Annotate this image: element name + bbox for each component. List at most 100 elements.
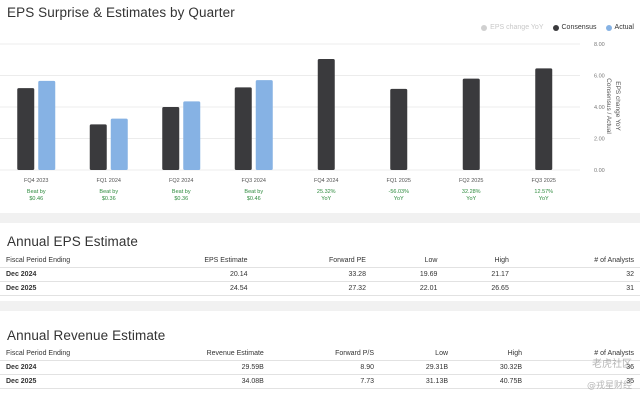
table-row: Dec 2025 24.54 27.32 22.01 26.65 31 <box>0 281 640 296</box>
consensus-bar <box>535 68 553 170</box>
eps-bar-chart: 8.00 6.00 4.00 2.00 0.00 EPS change YoYConsen… <box>0 42 621 202</box>
table-row: Dec 2025 34.08B 7.73 31.13B 40.75B 35 <box>0 374 640 389</box>
watermark-text: 老虎社区 <box>592 359 632 370</box>
table-cell: 27.32 <box>253 281 372 296</box>
legend-item-consensus[interactable]: Consensus <box>552 24 597 31</box>
eps-estimate-table: Fiscal Period Ending EPS Estimate Forwar… <box>0 255 640 296</box>
surprise-value-label: YoY <box>394 196 404 202</box>
table-header-row: Fiscal Period Ending EPS Estimate Forwar… <box>0 255 640 268</box>
consensus-bar <box>462 78 480 170</box>
table-cell: 21.17 <box>443 267 515 282</box>
col-header[interactable]: Low <box>380 348 455 361</box>
legend-dot-icon <box>481 24 488 31</box>
consensus-bar <box>317 58 335 170</box>
surprise-label: Beat by <box>27 189 46 195</box>
actual-bar <box>110 118 128 170</box>
table-cell: 30.32B <box>454 360 529 375</box>
col-header[interactable]: EPS Estimate <box>120 255 254 268</box>
eps-surprise-card: EPS Surprise & Estimates by Quarter EPS … <box>0 5 634 202</box>
actual-bar <box>255 80 273 170</box>
legend-dot-icon <box>605 24 612 31</box>
section-divider <box>0 301 640 311</box>
surprise-label: -56.03% <box>389 189 410 195</box>
surprise-label: 12.57% <box>534 189 553 195</box>
legend-label: Consensus <box>561 24 597 31</box>
col-header[interactable]: # of Analysts <box>514 255 640 268</box>
x-category-label: FQ4 2024 <box>314 178 338 184</box>
consensus-bar <box>89 124 107 170</box>
table-cell: 31 <box>514 281 640 296</box>
table-cell: 22.01 <box>371 281 444 296</box>
surprise-value-label: $0.46 <box>247 196 261 202</box>
col-header[interactable]: High <box>443 255 515 268</box>
surprise-value-label: $0.36 <box>102 196 116 202</box>
table-cell: 35 <box>528 374 640 389</box>
col-header[interactable]: High <box>454 348 529 361</box>
consensus-bar <box>17 88 35 170</box>
surprise-value-label: YoY <box>321 196 331 202</box>
table-cell: 29.31B <box>380 360 455 375</box>
consensus-bar <box>234 87 252 170</box>
annual-revenue-card: Annual Revenue Estimate Fiscal Period En… <box>0 311 640 401</box>
y-axis-title: EPS change YoYConsensus / Actual <box>605 78 621 134</box>
table-cell: 33.28 <box>253 267 372 282</box>
col-header[interactable]: # of Analysts <box>528 348 640 361</box>
table-cell: Dec 2024 <box>0 360 120 375</box>
legend-item-eps-change[interactable]: EPS change YoY <box>481 24 544 31</box>
table-row: Dec 2024 29.59B 8.90 29.31B 30.32B 36 <box>0 360 640 375</box>
col-header[interactable]: Fiscal Period Ending <box>0 348 120 361</box>
y-tick-label: 0.00 <box>594 168 605 174</box>
surprise-value-label: $0.36 <box>174 196 188 202</box>
x-category-label: FQ1 2024 <box>97 178 121 184</box>
table-cell: 34.08B <box>120 374 270 389</box>
eps-estimate-title: Annual EPS Estimate <box>7 234 138 249</box>
table-row: Dec 2024 20.14 33.28 19.69 21.17 32 <box>0 267 640 282</box>
x-category-label: FQ3 2024 <box>242 178 266 184</box>
surprise-label: 32.28% <box>462 189 481 195</box>
table-cell: Dec 2024 <box>0 267 120 282</box>
table-cell: 29.59B <box>120 360 270 375</box>
legend-dot-icon <box>552 24 559 31</box>
x-category-label: FQ4 2023 <box>24 178 48 184</box>
y-tick-label: 4.00 <box>594 105 605 111</box>
table-cell: 19.69 <box>371 267 444 282</box>
surprise-value-label: YoY <box>466 196 476 202</box>
legend-label: EPS change YoY <box>490 24 544 31</box>
col-header[interactable]: Forward P/S <box>269 348 381 361</box>
legend-item-actual[interactable]: Actual <box>605 24 634 31</box>
legend-label: Actual <box>614 24 634 31</box>
y-tick-label: 8.00 <box>594 42 605 48</box>
y-tick-label: 6.00 <box>594 74 605 80</box>
surprise-value-label: YoY <box>539 196 549 202</box>
surprise-label: Beat by <box>244 189 263 195</box>
surprise-label: Beat by <box>99 189 118 195</box>
consensus-bar <box>390 88 408 170</box>
x-category-label: FQ2 2024 <box>169 178 193 184</box>
table-cell: 36 <box>528 360 640 375</box>
table-cell: 31.13B <box>380 374 455 389</box>
surprise-label: 25.32% <box>317 189 336 195</box>
col-header[interactable]: Forward PE <box>253 255 372 268</box>
table-cell: 24.54 <box>120 281 254 296</box>
section-divider <box>0 213 640 223</box>
col-header[interactable]: Revenue Estimate <box>120 348 270 361</box>
revenue-estimate-title: Annual Revenue Estimate <box>7 328 166 343</box>
table-header-row: Fiscal Period Ending Revenue Estimate Fo… <box>0 348 640 361</box>
y-tick-label: 2.00 <box>594 137 605 143</box>
col-header[interactable]: Low <box>371 255 444 268</box>
table-cell: Dec 2025 <box>0 281 120 296</box>
table-cell: 26.65 <box>443 281 515 296</box>
revenue-estimate-table: Fiscal Period Ending Revenue Estimate Fo… <box>0 348 640 389</box>
consensus-bar <box>162 107 180 170</box>
col-header[interactable]: Fiscal Period Ending <box>0 255 120 268</box>
table-cell: 8.90 <box>269 360 381 375</box>
table-cell: Dec 2025 <box>0 374 120 389</box>
table-cell: 7.73 <box>269 374 381 389</box>
surprise-label: Beat by <box>172 189 191 195</box>
x-category-label: FQ1 2025 <box>387 178 411 184</box>
x-category-label: FQ3 2025 <box>532 178 556 184</box>
chart-legend: EPS change YoY Consensus Actual <box>481 24 634 31</box>
watermark-text: @戎星财经 <box>586 381 632 391</box>
surprise-value-label: $0.46 <box>29 196 43 202</box>
y-axis-title-line: EPS change YoY <box>614 81 621 131</box>
